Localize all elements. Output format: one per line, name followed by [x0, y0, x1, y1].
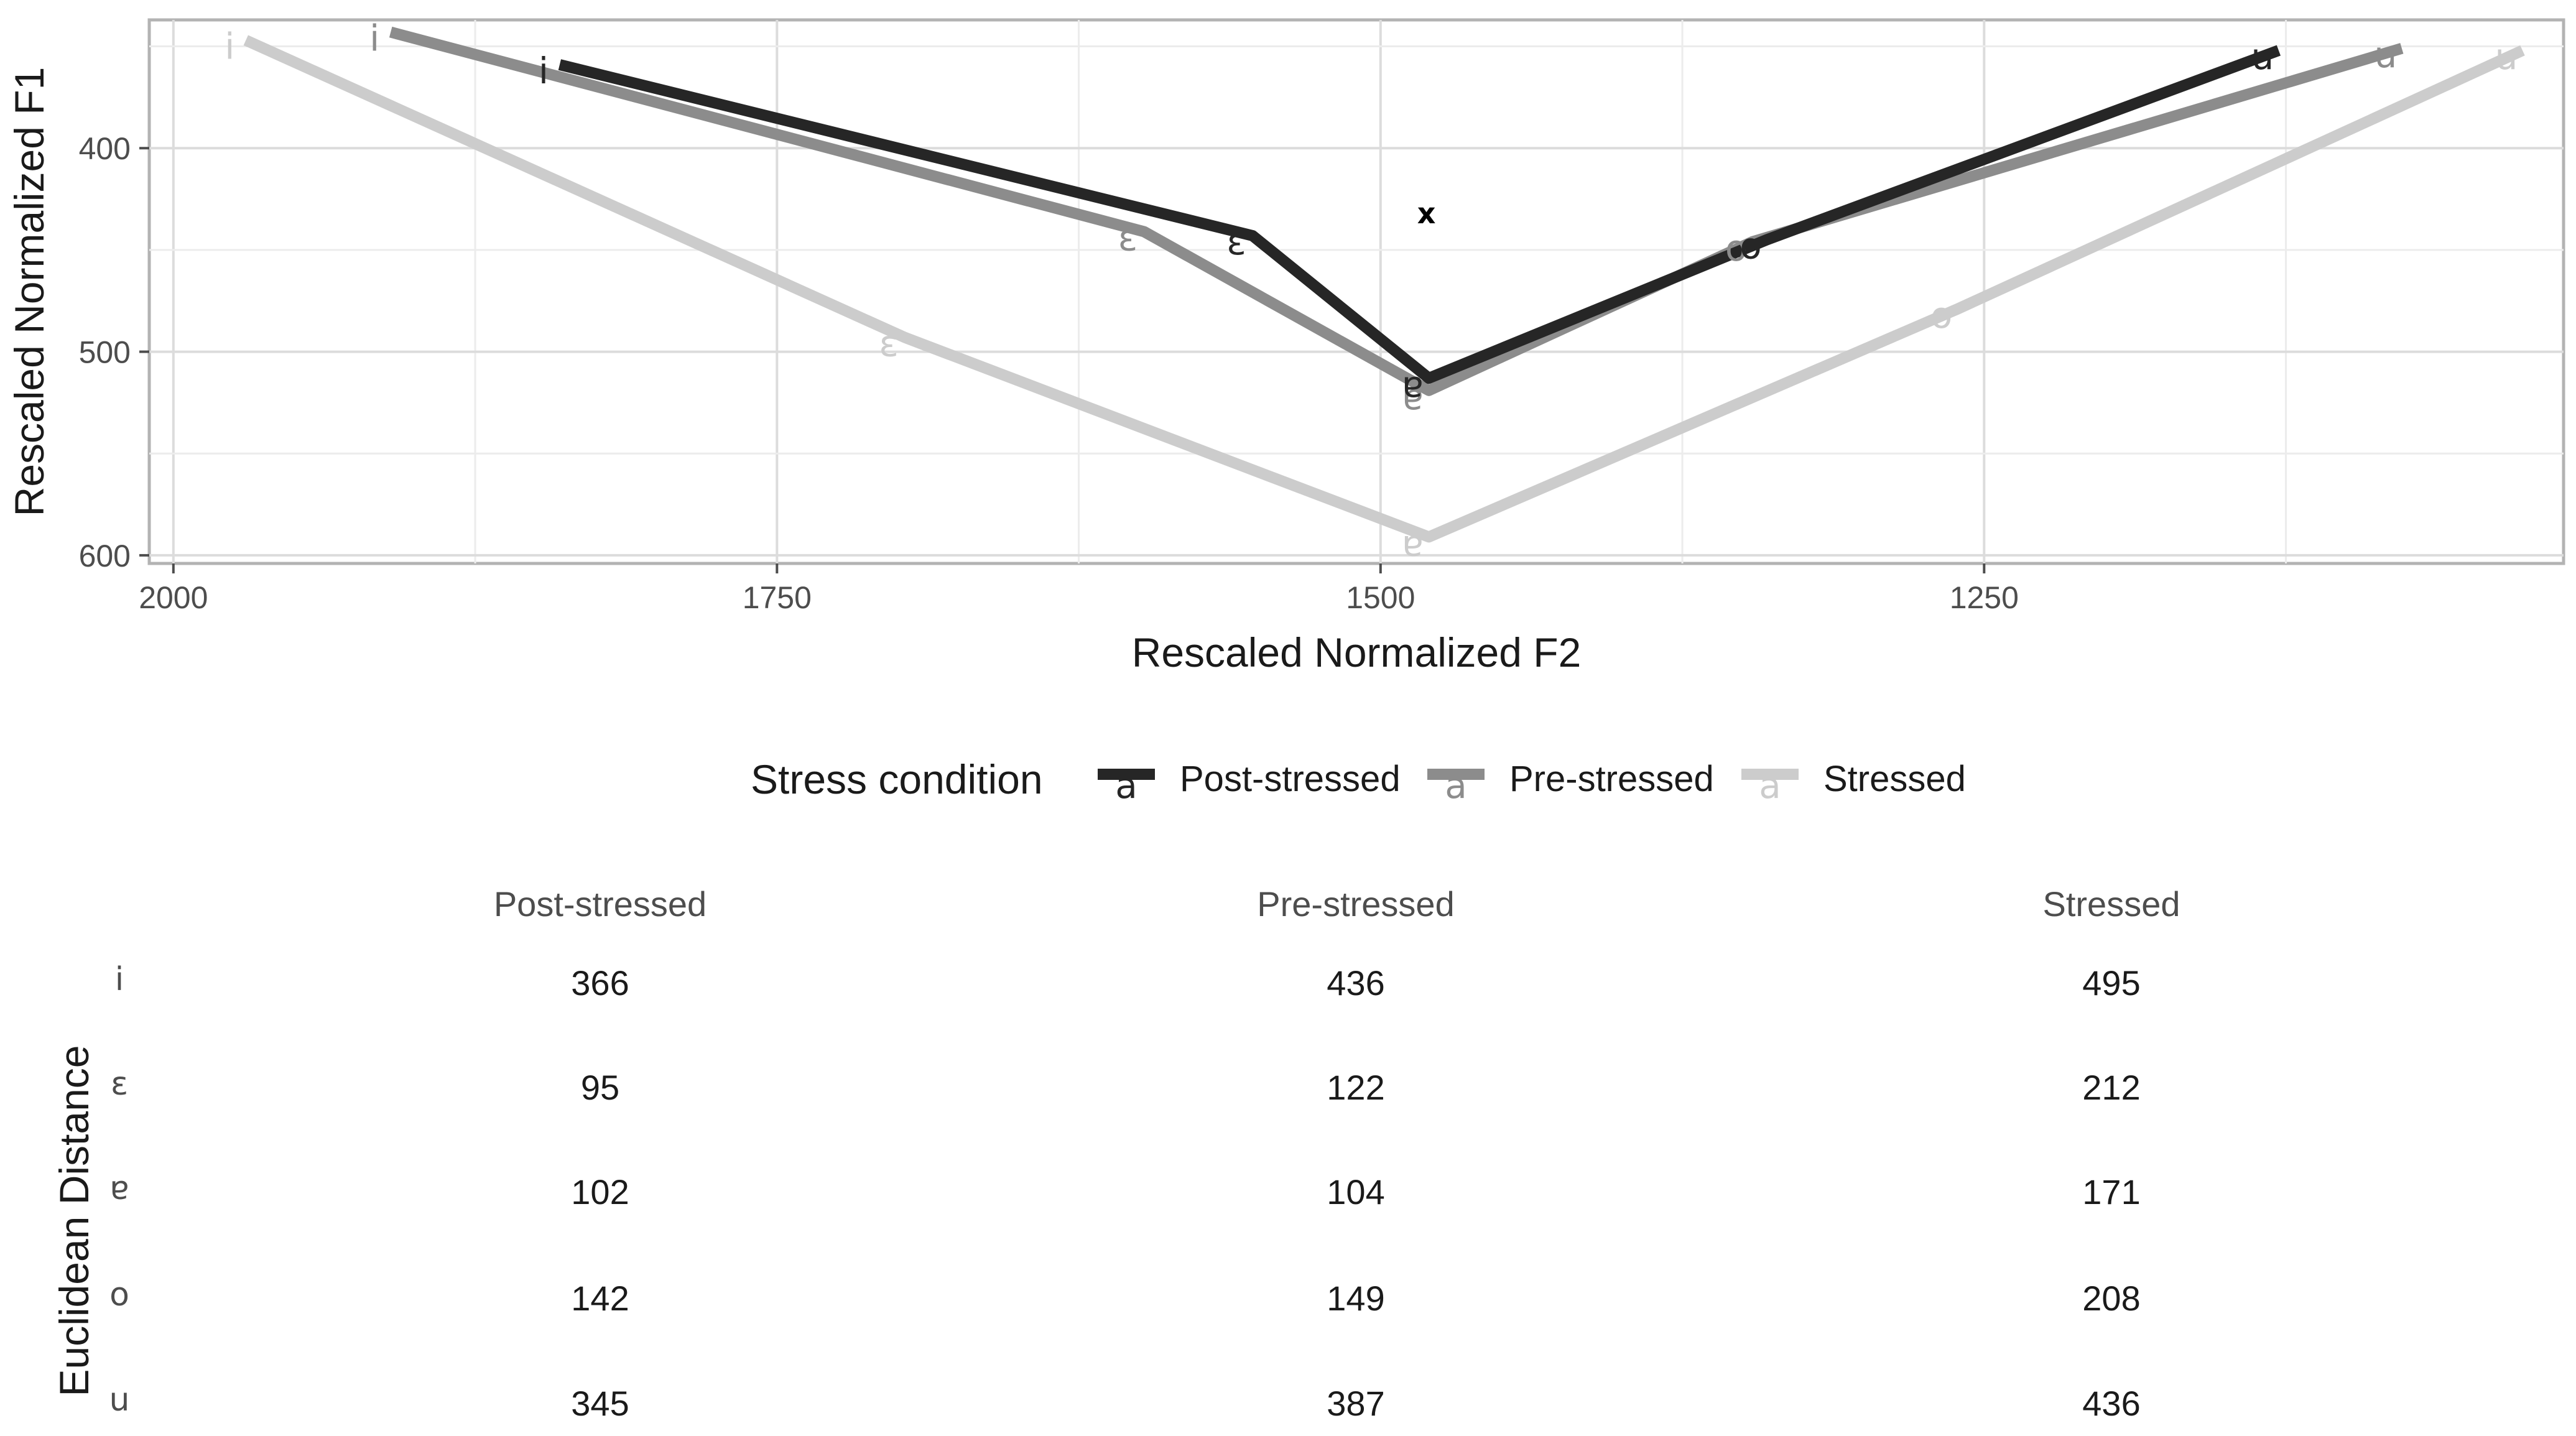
vowel-label-pre-stressed: i	[369, 17, 379, 60]
y-axis-title: Rescaled Normalized F1	[6, 67, 52, 517]
table-cell: 345	[571, 1384, 629, 1423]
table-cell: 95	[581, 1068, 619, 1107]
y-tick-label: 500	[79, 335, 131, 370]
vowel-label-pre-stressed: o	[1725, 227, 1748, 269]
grid-lines	[149, 20, 2564, 563]
vowel-labels: i ɛ ɐ o u i ɛ ɐ o u i ɛ ɐ o u	[225, 17, 2518, 565]
table-column-header: Stressed	[2043, 884, 2180, 924]
table-cell: 436	[1327, 963, 1384, 1003]
x-axis-title: Rescaled Normalized F2	[1132, 629, 1582, 675]
y-tick-label: 400	[79, 131, 131, 166]
x-tick-label: 1750	[743, 580, 812, 615]
table-row-label: ɐ	[109, 1170, 129, 1207]
vowel-label-pre-stressed: ɐ	[1402, 376, 1424, 418]
series-line-stressed	[243, 35, 2525, 543]
series-line-post-stressed	[558, 45, 2281, 384]
table-cell: 495	[2082, 963, 2140, 1003]
legend-key-glyph-stressed: a	[1759, 764, 1781, 807]
table-cell: 142	[571, 1279, 629, 1318]
x-tick-label: 1500	[1346, 580, 1415, 615]
table-row-label: i	[115, 961, 124, 998]
series-line-pre-stressed	[389, 26, 2404, 396]
vowel-label-post-stressed: o	[1740, 225, 1762, 267]
vowel-label-stressed: ɐ	[1402, 522, 1424, 564]
plot-panel: i ɛ ɐ o u i ɛ ɐ o u i ɛ ɐ o u x 2000 1750 1500 1250 400 50…	[79, 17, 2565, 615]
table-cell: 208	[2082, 1279, 2140, 1318]
table-cell: 366	[571, 963, 629, 1003]
centroid-marker: x	[1417, 197, 1436, 230]
distance-table: Euclidean Distance Post-stressed Pre-stre…	[51, 884, 2180, 1423]
legend-key-glyph-post-stressed: a	[1115, 764, 1137, 807]
y-tick-label: 600	[79, 539, 131, 573]
legend: Stress condition a Post-stressed a Pre-stre…	[751, 756, 1966, 807]
table-row-label: o	[109, 1276, 129, 1313]
legend-label-post-stressed: Post-stressed	[1180, 759, 1401, 799]
table-cell: 122	[1327, 1068, 1384, 1107]
table-cell: 149	[1327, 1279, 1384, 1318]
y-axis-ticks: 400 500 600	[79, 131, 149, 573]
table-cell: 171	[2082, 1172, 2140, 1211]
x-axis-ticks: 2000 1750 1500 1250	[139, 563, 2019, 615]
table-cell: 102	[571, 1172, 629, 1211]
legend-label-pre-stressed: Pre-stressed	[1509, 759, 1714, 799]
table-column-header: Post-stressed	[494, 884, 707, 924]
table-cell: 387	[1327, 1384, 1384, 1423]
vowel-label-post-stressed: ɛ	[1226, 221, 1246, 263]
vowel-label-pre-stressed: ɛ	[1118, 216, 1137, 259]
table-body: Post-stressed Pre-stressed Stressed i 366 436…	[109, 884, 2180, 1423]
x-tick-label: 2000	[139, 580, 208, 615]
vowel-label-stressed: ɛ	[879, 323, 898, 365]
vowel-label-stressed: u	[2495, 35, 2518, 78]
table-column-header: Pre-stressed	[1257, 884, 1454, 924]
table-row-label: u	[109, 1381, 130, 1419]
series-lines	[243, 26, 2525, 543]
legend-label-stressed: Stressed	[1823, 759, 1966, 799]
table-cell: 436	[2082, 1384, 2140, 1423]
legend-keys: a Post-stressed a Pre-stressed a Stressed	[1098, 759, 1966, 807]
vowel-label-post-stressed: ɐ	[1402, 363, 1424, 405]
table-row-axis-title: Euclidean Distance	[51, 1045, 97, 1397]
vowel-label-stressed: o	[1930, 294, 1953, 336]
vowel-label-pre-stressed: u	[2374, 34, 2398, 76]
legend-key-glyph-pre-stressed: a	[1445, 764, 1467, 807]
legend-title: Stress condition	[751, 756, 1043, 802]
table-row-label: ɛ	[111, 1065, 128, 1103]
panel-border	[147, 18, 2565, 565]
vowel-label-post-stressed: u	[2251, 35, 2274, 78]
table-cell: 104	[1327, 1172, 1384, 1211]
x-tick-label: 1250	[1950, 580, 2019, 615]
table-cell: 212	[2082, 1068, 2140, 1107]
vowel-label-post-stressed: i	[539, 50, 549, 92]
vowel-label-stressed: i	[225, 25, 234, 68]
